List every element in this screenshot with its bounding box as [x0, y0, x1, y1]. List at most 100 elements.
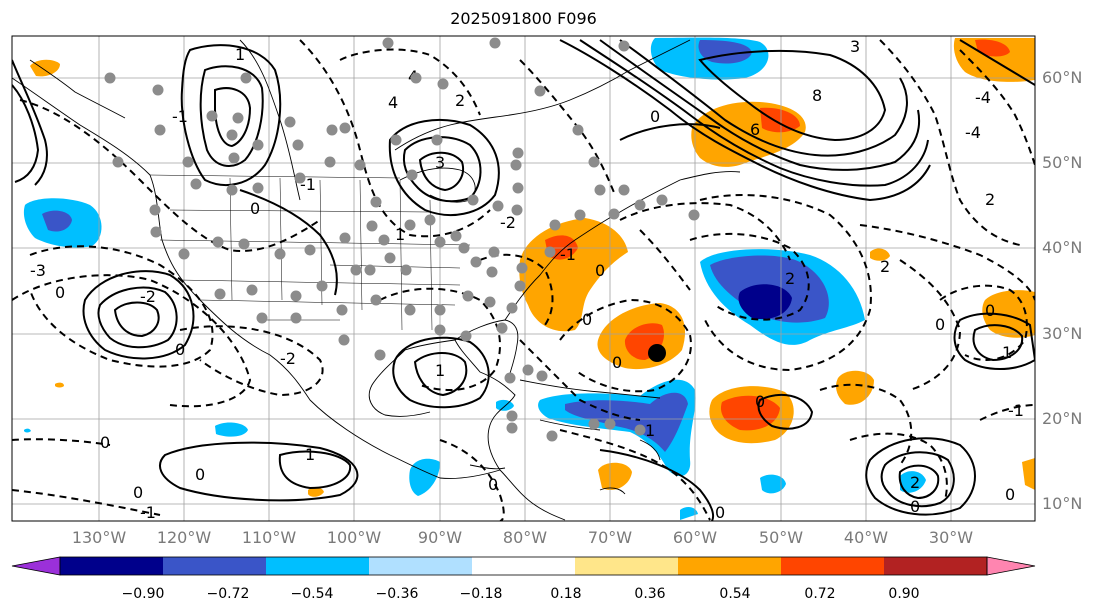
- station-dot: [458, 242, 470, 254]
- station-dot: [634, 199, 646, 211]
- colorbar-tick-label: 0.90: [888, 586, 920, 602]
- station-dots: [104, 37, 700, 442]
- station-dot: [384, 252, 396, 264]
- station-dot: [424, 214, 436, 226]
- lon-label-130w: 130°W: [71, 528, 127, 547]
- station-dot: [512, 182, 524, 194]
- contour-label: 0: [250, 199, 260, 218]
- station-dot: [284, 116, 296, 128]
- colorbar-segment: [575, 557, 679, 575]
- station-dot: [232, 112, 244, 124]
- contour-label: 0: [612, 353, 622, 372]
- colorbar-segment: [60, 557, 164, 575]
- station-dot: [316, 280, 328, 292]
- station-dot: [326, 124, 338, 136]
- station-dot: [489, 37, 501, 49]
- station-dot: [354, 159, 366, 171]
- station-dot: [450, 230, 462, 242]
- contour-label: 3: [435, 153, 445, 172]
- contour-label: -2: [140, 287, 156, 306]
- colorbar-outline: [59, 556, 988, 576]
- colorbar-segment: [884, 557, 988, 575]
- station-dot: [252, 139, 264, 151]
- station-dot: [512, 147, 524, 159]
- colorbar-extend-low: [11, 556, 61, 576]
- contour-label: 1: [395, 225, 405, 244]
- contour-label: -4: [975, 88, 991, 107]
- station-dot: [522, 364, 534, 376]
- station-dot: [190, 178, 202, 190]
- colorbar-segment: [472, 557, 576, 575]
- contour-label: 0: [985, 301, 995, 320]
- contour-label: 0: [100, 433, 110, 452]
- station-dot: [434, 324, 446, 336]
- station-dot: [462, 290, 474, 302]
- station-dot: [460, 330, 472, 342]
- station-dot: [434, 304, 446, 316]
- station-dot: [506, 302, 518, 314]
- station-dot: [549, 219, 561, 231]
- contour-label: 1: [235, 45, 245, 64]
- station-dot: [510, 159, 522, 171]
- colorbar-tick-label: −0.54: [290, 586, 334, 602]
- colorbar-tick-label: −0.18: [459, 586, 503, 602]
- lon-label-70w: 70°W: [587, 528, 633, 547]
- lat-label-20n: 20°N: [1042, 409, 1083, 428]
- station-dot: [364, 264, 376, 276]
- colorbar-segment: [781, 557, 885, 575]
- station-dot: [688, 209, 700, 221]
- station-dot: [238, 238, 250, 250]
- colorbar-extend-high: [986, 556, 1036, 576]
- station-dot: [534, 85, 546, 97]
- station-dot: [274, 248, 286, 260]
- station-dot: [150, 226, 162, 238]
- contour-label: 0: [133, 483, 143, 502]
- lon-label-60w: 60°W: [672, 528, 718, 547]
- contour-label: 1: [1002, 343, 1012, 362]
- lon-label-120w: 120°W: [156, 528, 212, 547]
- station-dot: [338, 334, 350, 346]
- contour-labels: 0 -2 -3 4 4 2 -1 3 1 6 8 3 -4 -4 2 2 0 0…: [30, 37, 1024, 522]
- station-dot: [506, 422, 518, 434]
- lon-label-40w: 40°W: [843, 528, 889, 547]
- contour-label: 0: [910, 497, 920, 516]
- contour-label: 0: [488, 475, 498, 494]
- contour-label: 0: [715, 503, 725, 522]
- contour-label: -3: [30, 261, 46, 280]
- station-dot: [470, 256, 482, 268]
- station-dot: [374, 349, 386, 361]
- station-dot: [410, 72, 422, 84]
- lat-label-60n: 60°N: [1042, 68, 1083, 87]
- station-dot: [324, 156, 336, 168]
- contour-label: 0: [650, 107, 660, 126]
- station-dot: [574, 209, 586, 221]
- station-dot: [290, 290, 302, 302]
- contour-label: 6: [750, 120, 760, 139]
- station-dot: [246, 284, 258, 296]
- station-dot: [112, 156, 124, 168]
- contour-label: 2: [910, 473, 920, 492]
- lat-label-10n: 10°N: [1042, 494, 1083, 513]
- colorbar-tick-label: −0.36: [375, 586, 419, 602]
- contour-label: 2: [785, 269, 795, 288]
- colorbar: [11, 556, 1036, 576]
- station-dot: [290, 312, 302, 324]
- contour-label: -1: [140, 503, 156, 522]
- contour-label: 0: [175, 340, 185, 359]
- station-dot: [214, 288, 226, 300]
- station-dot: [484, 296, 496, 308]
- station-dot: [506, 410, 518, 422]
- colorbar-segment: [163, 557, 267, 575]
- station-dot: [488, 246, 500, 258]
- contour-label: 0: [55, 283, 65, 302]
- contour-label: 0: [582, 310, 592, 329]
- station-dot: [336, 304, 348, 316]
- station-dot: [588, 156, 600, 168]
- station-dot: [382, 37, 394, 49]
- lon-label-90w: 90°W: [417, 528, 463, 547]
- station-dot: [104, 72, 116, 84]
- station-dot: [618, 184, 630, 196]
- positive-contours: [12, 39, 1035, 521]
- station-dot: [304, 244, 316, 256]
